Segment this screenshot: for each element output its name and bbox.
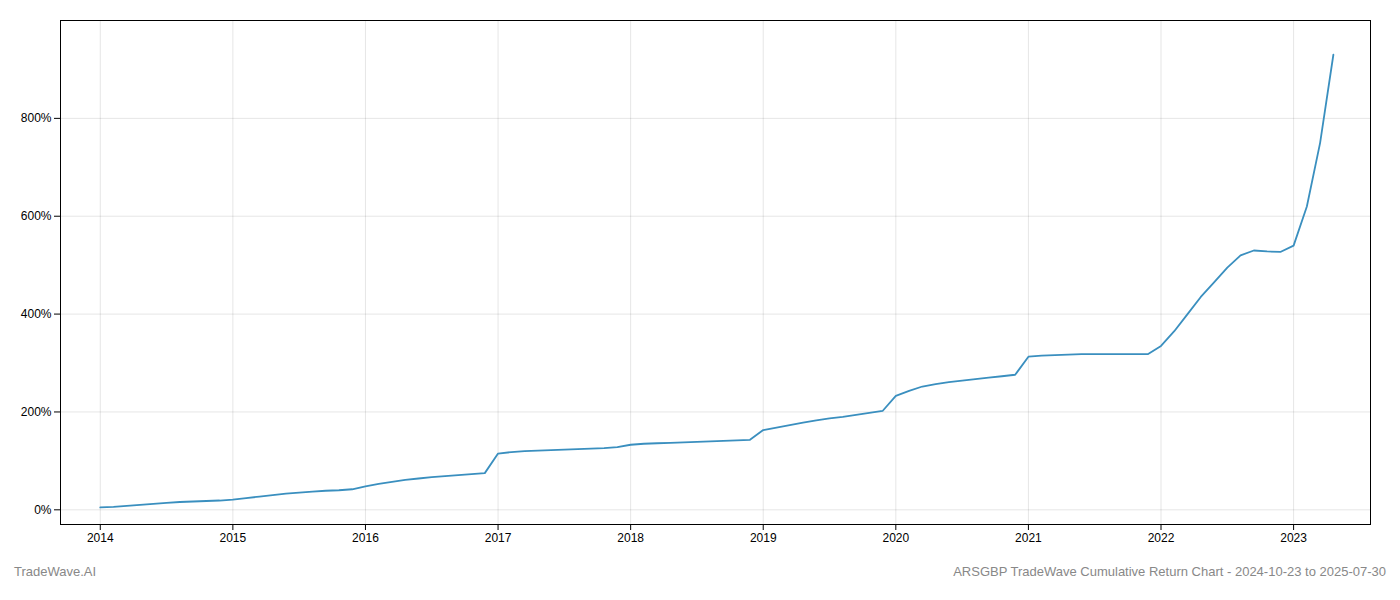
svg-text:2017: 2017 xyxy=(485,531,512,545)
svg-text:800%: 800% xyxy=(21,111,52,125)
html-text:ARSGBP TradeWave Cumulative Re: ARSGBP TradeWave Cumulative Return Chart… xyxy=(953,564,1386,579)
svg-text:2015: 2015 xyxy=(220,531,247,545)
html-text:TradeWave.AI: TradeWave.AI xyxy=(14,564,97,579)
svg-text:600%: 600% xyxy=(21,209,52,223)
svg-text:2021: 2021 xyxy=(1015,531,1042,545)
svg-text:2014: 2014 xyxy=(87,531,114,545)
svg-text:200%: 200% xyxy=(21,405,52,419)
svg-text:2023: 2023 xyxy=(1280,531,1307,545)
svg-text:400%: 400% xyxy=(21,307,52,321)
svg-text:2018: 2018 xyxy=(617,531,644,545)
svg-text:2022: 2022 xyxy=(1148,531,1175,545)
svg-text:2016: 2016 xyxy=(352,531,379,545)
svg-text:0%: 0% xyxy=(34,503,52,517)
svg-text:2019: 2019 xyxy=(750,531,777,545)
svg-text:2020: 2020 xyxy=(882,531,909,545)
